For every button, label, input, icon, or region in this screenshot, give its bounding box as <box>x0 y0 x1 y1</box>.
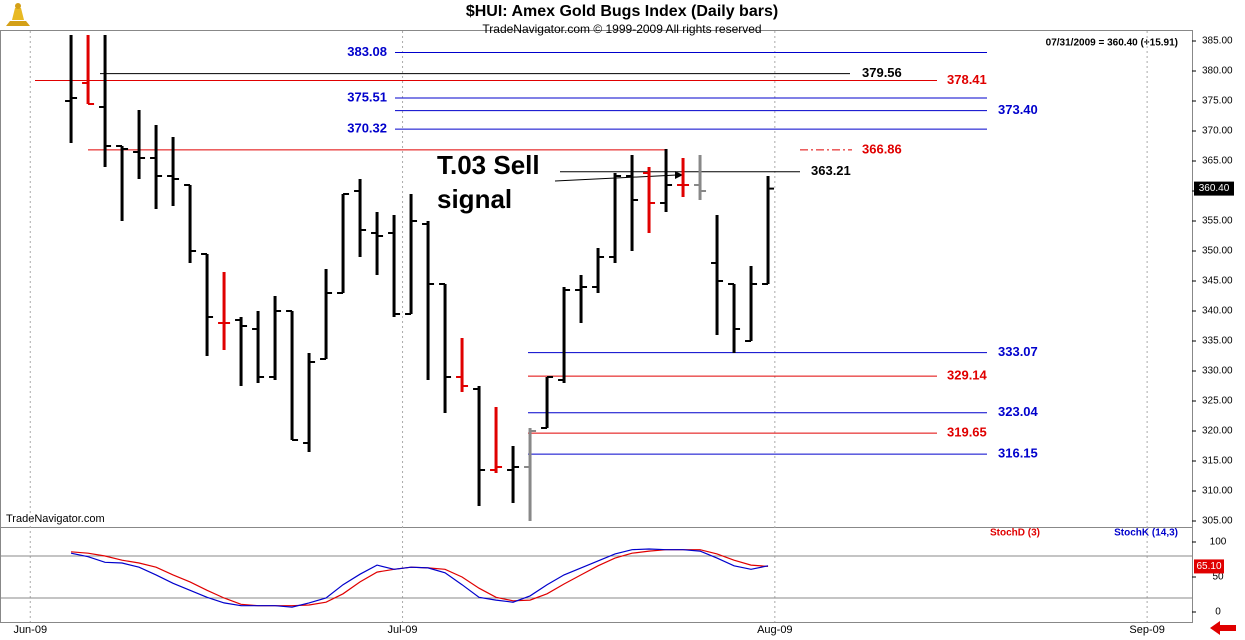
legend-entry: StochK (14,3) <box>1114 528 1178 539</box>
y-tick-label: 325.00 <box>1202 396 1233 407</box>
level-label: 375.51 <box>347 89 387 104</box>
level-label: 383.08 <box>347 44 387 59</box>
y-tick-label: 365.00 <box>1202 156 1233 167</box>
level-label: 333.07 <box>998 344 1038 359</box>
level-label: 373.40 <box>998 102 1038 117</box>
price-tag <box>1194 181 1234 196</box>
legend-entry: StochD (3) <box>990 528 1040 539</box>
logo-base <box>6 21 30 26</box>
level-label: 363.21 <box>811 163 851 178</box>
stoch-tag-label: 65.10 <box>1196 561 1221 572</box>
logo-body <box>12 8 24 20</box>
x-tick-label: Jul-09 <box>388 624 418 636</box>
y-tick-label: 335.00 <box>1202 336 1233 347</box>
level-label: 323.04 <box>998 404 1039 419</box>
y-tick-label: 380.00 <box>1202 66 1233 77</box>
chart-title: $HUI: Amex Gold Bugs Index (Daily bars) <box>466 3 778 20</box>
level-label: 366.86 <box>862 141 902 156</box>
price-tag-label: 360.40 <box>1199 183 1230 194</box>
y-tick-label: 50 <box>1212 572 1224 583</box>
x-tick-label: Jun-09 <box>13 624 47 636</box>
annotation: T.03 Sell <box>437 150 540 180</box>
stoch-line <box>70 548 769 608</box>
level-label: 316.15 <box>998 446 1038 461</box>
y-tick-label: 330.00 <box>1202 366 1233 377</box>
y-tick-label: 350.00 <box>1202 246 1233 257</box>
level-label: 329.14 <box>947 368 988 383</box>
annotation: signal <box>437 184 512 214</box>
x-tick-label: Aug-09 <box>757 624 792 636</box>
logo <box>6 3 30 26</box>
x-tick-label: Sep-09 <box>1129 624 1164 636</box>
scroll-arrow[interactable] <box>1210 621 1236 635</box>
y-tick-label: 315.00 <box>1202 456 1233 467</box>
y-tick-label: 345.00 <box>1202 276 1233 287</box>
stoch-tag <box>1194 559 1224 574</box>
y-tick-label: 0 <box>1215 607 1221 618</box>
y-tick-label: 320.00 <box>1202 426 1233 437</box>
level-label: 378.41 <box>947 72 987 87</box>
logo-top <box>15 3 21 9</box>
level-label: 319.65 <box>947 425 987 440</box>
y-tick-label: 340.00 <box>1202 306 1233 317</box>
y-tick-label: 100 <box>1210 537 1227 548</box>
y-tick-label: 355.00 <box>1202 216 1233 227</box>
status-text: 07/31/2009 = 360.40 (+15.91) <box>1046 38 1178 49</box>
plot-frame <box>0 30 1193 623</box>
level-label: 370.32 <box>347 121 387 136</box>
level-label: 379.56 <box>862 65 902 80</box>
y-tick-label: 375.00 <box>1202 96 1233 107</box>
annotation-arrowhead <box>675 171 683 179</box>
y-tick-label: 370.00 <box>1202 126 1233 137</box>
watermark: TradeNavigator.com <box>6 513 105 525</box>
y-tick-label: 385.00 <box>1202 36 1233 47</box>
y-tick-label: 305.00 <box>1202 516 1233 527</box>
y-tick-label: 310.00 <box>1202 486 1233 497</box>
chart-subtitle: TradeNavigator.com © 1999-2009 All right… <box>482 22 761 36</box>
